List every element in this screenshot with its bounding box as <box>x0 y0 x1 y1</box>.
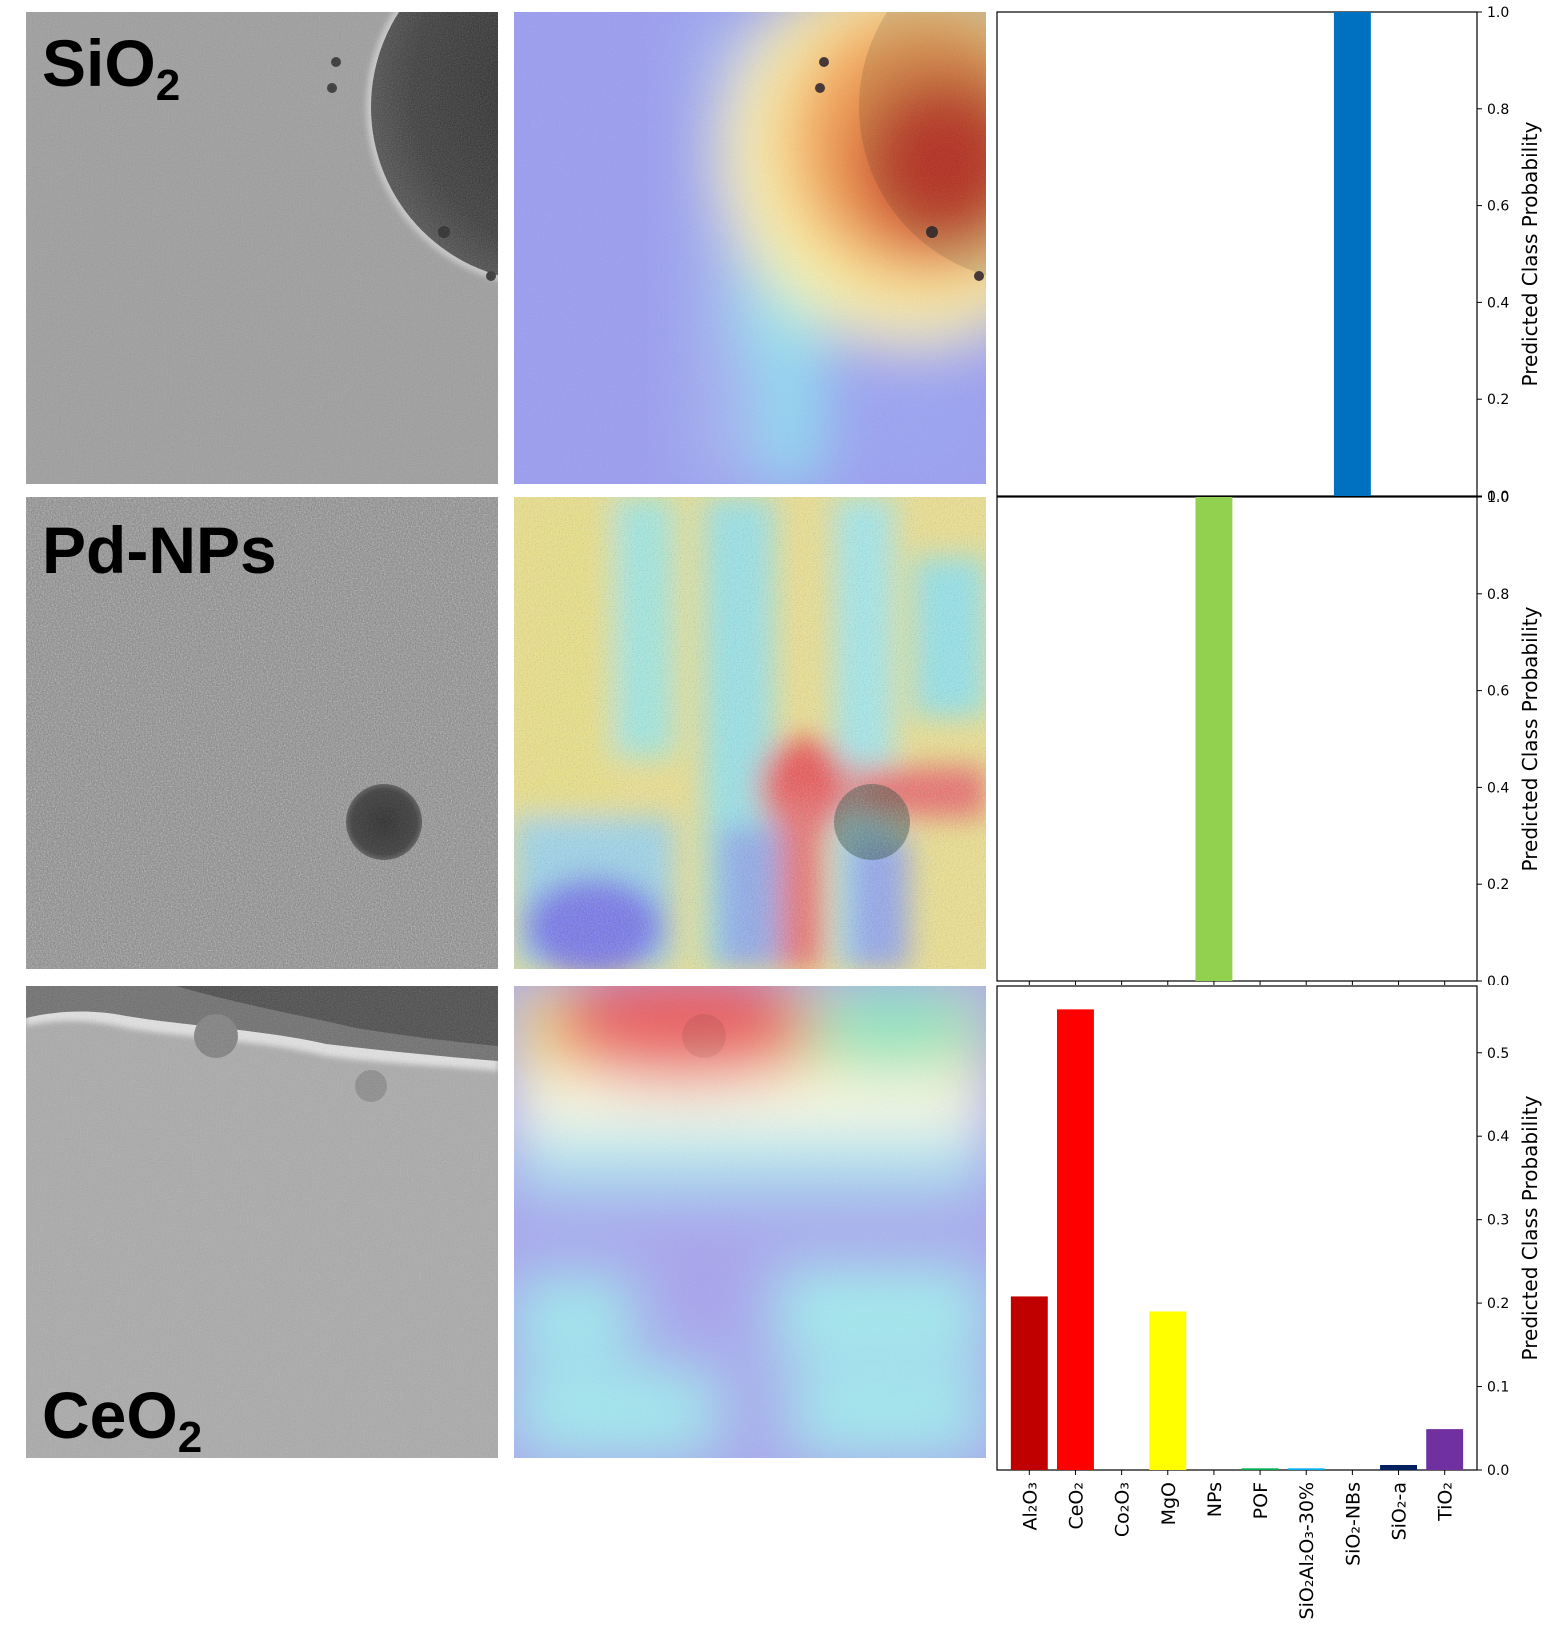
x-tick-label: POF <box>1250 1482 1272 1519</box>
y-tick-label: 0.2 <box>1487 877 1509 893</box>
bar-chart-row-2: 0.0 0.2 0.4 0.6 0.8 1.0 Predicted Class Probab… <box>996 490 1542 985</box>
heatmap-image-row-1 <box>514 12 986 484</box>
x-tick-label: MgO <box>1158 1482 1180 1525</box>
y-tick-label: 1.0 <box>1487 5 1509 21</box>
x-tick-label: Co₂O₃ <box>1112 1482 1134 1537</box>
tem-micrograph-support-edge-icon <box>26 986 498 1458</box>
bar-pof <box>1241 1468 1279 1470</box>
bar-sio2-nbs <box>1333 12 1371 496</box>
row-1-label: SiO2 <box>42 26 181 110</box>
y-tick-label: 0.8 <box>1487 587 1509 603</box>
y-tick-label: 0.1 <box>1487 1380 1509 1396</box>
y-tick-label: 0.3 <box>1487 1213 1509 1229</box>
tem-image-row-1: SiO2 <box>26 12 498 484</box>
plot-frame <box>996 11 1478 497</box>
gradcam-heatmap-overlay-icon <box>514 497 986 969</box>
y-tick-label: 0.2 <box>1487 392 1509 408</box>
x-tick-label: TiO₂ <box>1435 1482 1457 1522</box>
gradcam-heatmap-overlay-icon <box>514 986 986 1458</box>
y-tick-label: 0.0 <box>1487 1463 1509 1479</box>
bar-tio2 <box>1426 1429 1464 1470</box>
y-tick-label: 1.0 <box>1487 490 1509 506</box>
x-tick-label: SiO₂-a <box>1389 1482 1411 1540</box>
y-tick-label: 0.0 <box>1487 974 1509 985</box>
x-tick-label: SiO₂Al₂O₃-30% <box>1296 1482 1318 1619</box>
tem-image-row-2: Pd-NPs <box>26 497 498 969</box>
bar-chart-row-3: 0.0 0.1 0.2 0.3 0.4 0.5 Predicted Class Probab… <box>996 985 1542 1619</box>
y-axis-label: Predicted Class Probability <box>1518 1095 1542 1360</box>
x-tick-label: Al₂O₃ <box>1019 1482 1041 1530</box>
tem-image-row-3: CeO2 <box>26 986 498 1458</box>
y-tick-label: 0.4 <box>1487 295 1509 311</box>
y-axis-label: Predicted Class Probability <box>1518 121 1542 386</box>
bar-ceo2 <box>1057 1009 1094 1470</box>
y-axis-label: Predicted Class Probability <box>1518 606 1542 871</box>
y-tick-label: 0.4 <box>1487 780 1509 796</box>
y-tick-label: 0.5 <box>1487 1046 1509 1062</box>
gradcam-heatmap-overlay-icon <box>514 12 986 484</box>
heatmap-image-row-2 <box>514 497 986 969</box>
bar-mgo <box>1149 1311 1187 1470</box>
x-tick-label: CeO₂ <box>1065 1482 1087 1530</box>
y-tick-label: 0.6 <box>1487 199 1509 215</box>
x-tick-label: SiO₂-NBs <box>1342 1482 1364 1566</box>
y-tick-label: 0.6 <box>1487 684 1509 700</box>
bar-chart-row-1: 0.0 0.2 0.4 0.6 0.8 1.0 Predicted Class Probab… <box>996 5 1542 500</box>
plot-frame <box>996 496 1478 982</box>
row-2-label: Pd-NPs <box>42 513 277 587</box>
tem-micrograph-nanoparticle-icon <box>26 497 498 969</box>
tem-micrograph-large-sphere-icon <box>26 12 498 484</box>
row-3-label: CeO2 <box>42 1378 203 1458</box>
y-tick-label: 0.4 <box>1487 1129 1509 1145</box>
heatmap-image-row-3 <box>514 986 986 1458</box>
y-tick-label: 0.8 <box>1487 102 1509 118</box>
y-tick-label: 0.0 <box>1487 489 1509 500</box>
x-tick-label: NPs <box>1204 1482 1226 1517</box>
bar-al2o3 <box>1010 1296 1048 1470</box>
bar-sio2al2o3-30- <box>1287 1468 1325 1470</box>
y-tick-label: 0.2 <box>1487 1296 1509 1312</box>
bar-nps <box>1195 497 1233 981</box>
bar-sio2-a <box>1380 1464 1417 1470</box>
